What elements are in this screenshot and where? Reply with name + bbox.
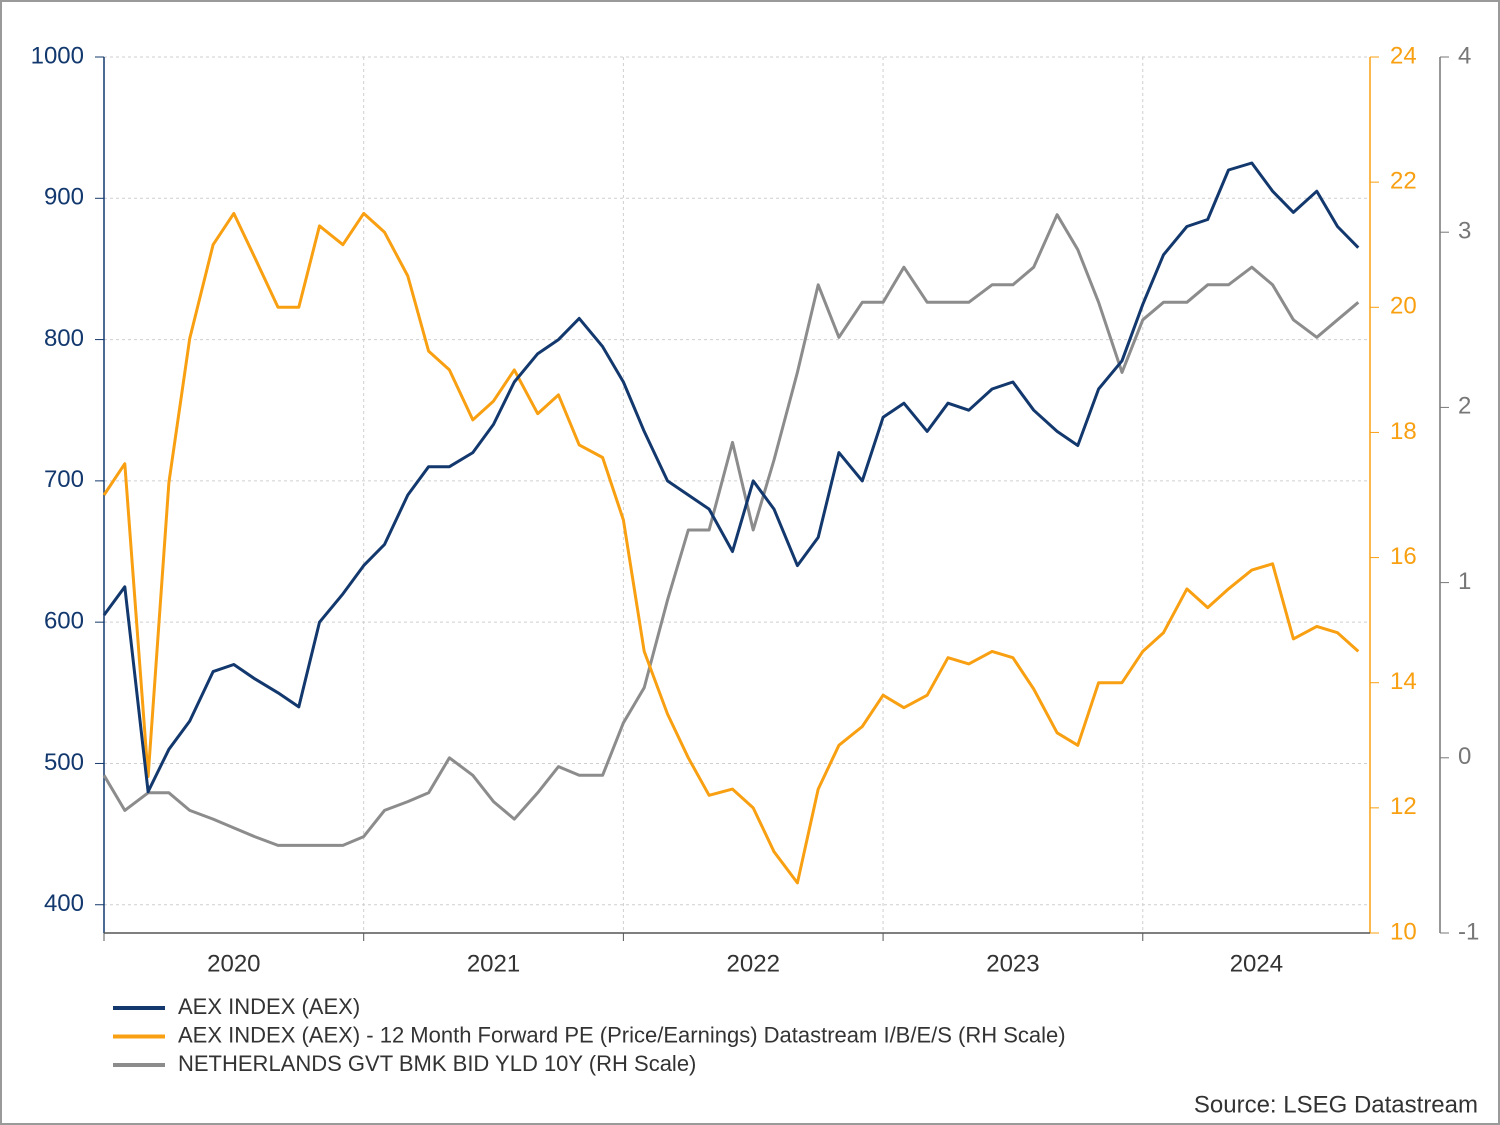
y2-tick-label: 24 (1390, 42, 1417, 69)
x-tick-label: 2021 (467, 950, 520, 977)
y-tick-label: 900 (44, 184, 84, 211)
y2-tick-label: 20 (1390, 293, 1417, 320)
y2-tick-label: 22 (1390, 167, 1417, 194)
y-tick-label: 500 (44, 749, 84, 776)
y2-tick-label: 10 (1390, 918, 1417, 945)
y2-tick-label: 12 (1390, 793, 1417, 820)
y2-tick-label: 18 (1390, 418, 1417, 445)
y3-tick-label: 1 (1458, 568, 1471, 595)
y3-tick-label: 0 (1458, 743, 1471, 770)
y-tick-label: 700 (44, 466, 84, 493)
y3-tick-label: 4 (1458, 42, 1471, 69)
y2-tick-label: 14 (1390, 668, 1417, 695)
source-note: Source: LSEG Datastream (1194, 1091, 1478, 1118)
y3-tick-label: 2 (1458, 393, 1471, 420)
y3-tick-label: 3 (1458, 218, 1471, 245)
x-tick-label: 2024 (1230, 950, 1283, 977)
legend-label: AEX INDEX (AEX) - 12 Month Forward PE (P… (178, 1022, 1066, 1047)
x-tick-label: 2020 (207, 950, 260, 977)
series-line (102, 211, 1360, 885)
x-tick-label: 2023 (986, 950, 1039, 977)
legend-label: NETHERLANDS GVT BMK BID YLD 10Y (RH Scal… (178, 1051, 696, 1076)
y3-tick-label: -1 (1458, 918, 1479, 945)
y-tick-label: 800 (44, 325, 84, 352)
y-tick-label: 600 (44, 608, 84, 635)
x-tick-label: 2022 (727, 950, 780, 977)
series-line (102, 161, 1360, 794)
y-tick-label: 400 (44, 890, 84, 917)
y-tick-label: 1000 (31, 42, 84, 69)
y2-tick-label: 16 (1390, 543, 1417, 570)
legend-label: AEX INDEX (AEX) (178, 994, 360, 1019)
series-line (102, 213, 1360, 847)
